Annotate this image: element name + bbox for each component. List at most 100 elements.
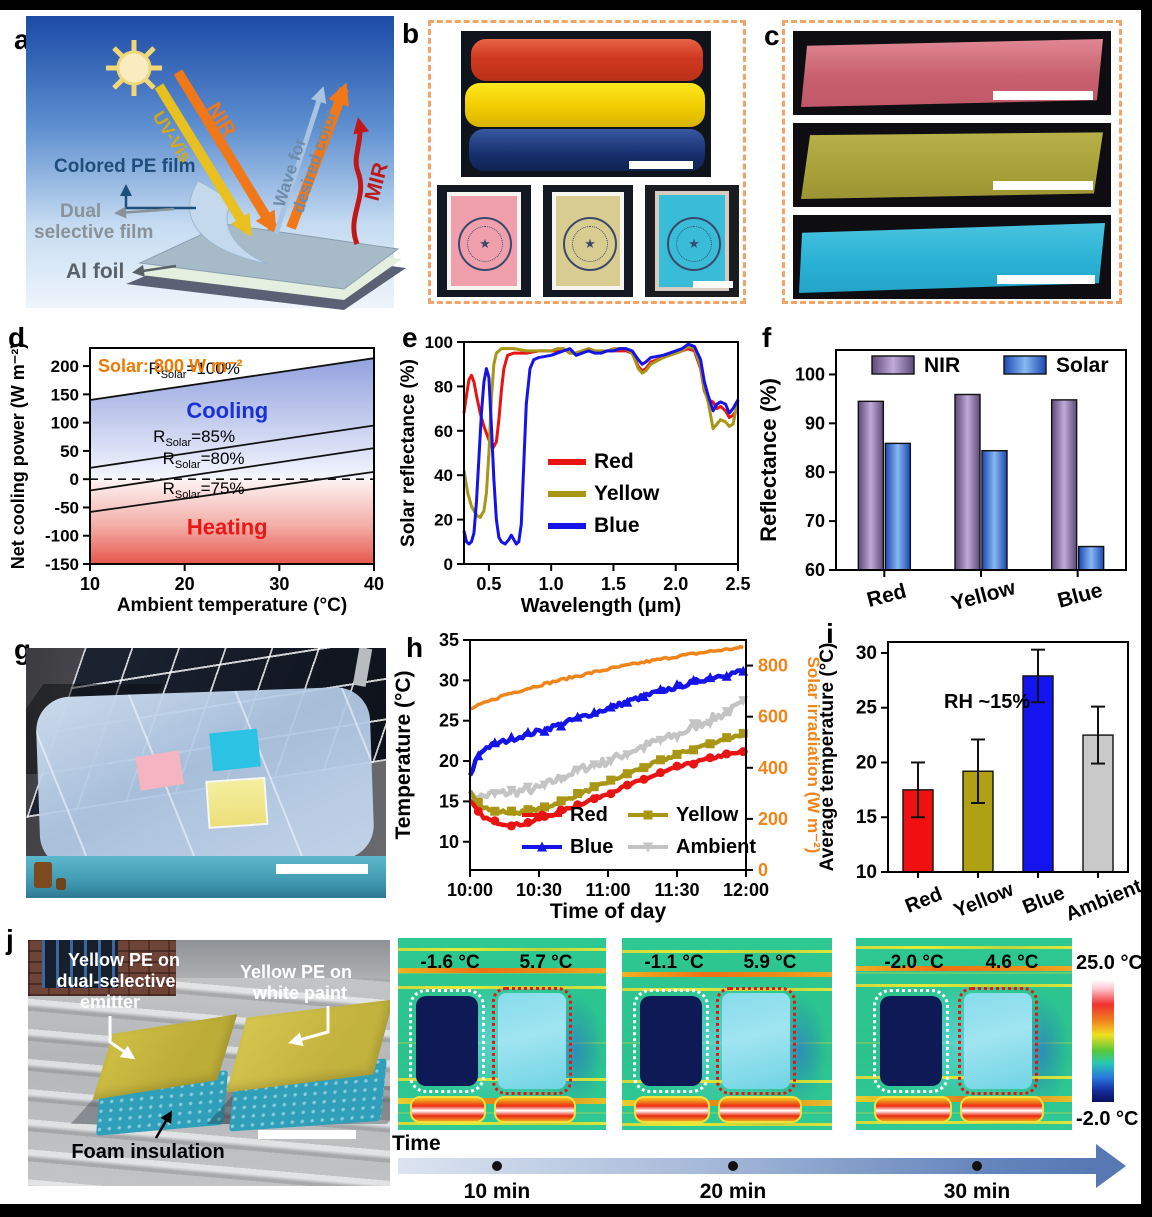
svg-text:0: 0 <box>444 555 453 574</box>
foam-insulation-arrow <box>154 1110 173 1139</box>
svg-text:30: 30 <box>269 574 289 594</box>
sun-icon <box>106 40 162 96</box>
schematic-panel: UV-Vis NIR Wave for desired color MIR Co… <box>26 16 406 310</box>
svg-text:80: 80 <box>805 462 825 482</box>
yellow-test-sample <box>205 776 269 829</box>
left-annotation-line1: Yellow PE on <box>68 950 180 970</box>
cyan-film-sheet: ★ <box>659 195 725 287</box>
svg-text:Red: Red <box>865 579 909 611</box>
chart-temperature-vs-time: 10 15 20 25 30 35 0 200 400 600 800 10:00 10:30 11:00… <box>392 614 823 923</box>
hot-foam-edge <box>874 1096 952 1123</box>
svg-text:20: 20 <box>856 752 877 773</box>
svg-text:Heating: Heating <box>187 515 268 540</box>
cold-temp-label: -1.6 °C <box>420 952 480 973</box>
warm-sample-region <box>716 987 796 1095</box>
right-annotation-line1: Yellow PE on <box>240 962 352 982</box>
timeline-dot <box>728 1161 738 1171</box>
chart-average-temperature-bars: Red Yellow Blue Ambient 10 15 20 25 30 RH ~15% Ave… <box>816 614 1152 926</box>
timeline-arrow <box>398 1158 1096 1174</box>
cold-sample-region <box>873 989 949 1093</box>
panel-label-j: j <box>6 924 14 955</box>
svg-text:Yellow: Yellow <box>594 482 660 505</box>
svg-text:Yellow: Yellow <box>949 576 1019 615</box>
svg-text:Red: Red <box>594 450 634 473</box>
university-seal: ★ <box>458 217 512 271</box>
mir-arrow <box>351 117 369 245</box>
thermal-image-30min: -2.0 °C 4.6 °C <box>856 938 1072 1130</box>
svg-text:Wavelength (μm): Wavelength (μm) <box>521 595 681 617</box>
svg-text:1.0: 1.0 <box>539 574 564 594</box>
panel-b-box: ★ ★ ★ <box>428 20 746 304</box>
svg-text:Solar reflectance (%): Solar reflectance (%) <box>398 359 419 547</box>
svg-text:RH ~15%: RH ~15% <box>944 691 1030 713</box>
al-foil-label: Al foil <box>66 260 124 283</box>
scale-bar <box>276 864 368 874</box>
svg-text:70: 70 <box>805 511 825 531</box>
svg-text:20: 20 <box>434 511 453 530</box>
panel-c-box <box>782 20 1122 304</box>
cold-sample-region <box>409 989 485 1093</box>
pink-test-sample <box>135 750 185 791</box>
hot-foam-edge <box>634 1096 710 1123</box>
svg-text:15: 15 <box>439 791 459 811</box>
svg-text:Reflectance (%): Reflectance (%) <box>756 378 781 542</box>
svg-text:Blue: Blue <box>1055 579 1105 613</box>
svg-text:50: 50 <box>60 442 79 461</box>
svg-text:2.5: 2.5 <box>725 574 750 594</box>
colorbar-min-label: -2.0 °C <box>1076 1108 1139 1130</box>
al-foil-arrow <box>132 264 177 277</box>
svg-text:2.0: 2.0 <box>663 574 688 594</box>
svg-text:30: 30 <box>439 670 459 690</box>
svg-text:30: 30 <box>856 643 877 664</box>
frame-right <box>1141 0 1152 1217</box>
svg-text:10: 10 <box>856 862 877 883</box>
sample-mat: ★ <box>552 192 624 290</box>
dual-selective-arrow <box>114 206 175 219</box>
dual-selective-label-line1: Dual <box>60 201 101 222</box>
svg-text:40: 40 <box>434 466 453 485</box>
timeline-dot <box>492 1161 502 1171</box>
uv-vis-beam <box>154 83 253 237</box>
svg-text:60: 60 <box>805 560 825 580</box>
panel-label-b: b <box>402 18 420 49</box>
plastic-cover <box>35 686 375 870</box>
svg-text:25: 25 <box>439 711 459 731</box>
timeline-tick-30min: 30 min <box>943 1180 1011 1203</box>
svg-text:11:00: 11:00 <box>585 880 630 900</box>
hot-foam-edge <box>718 1096 802 1123</box>
pink-sample-photo: ★ <box>437 185 531 297</box>
svg-text:Blue: Blue <box>594 514 640 537</box>
cyan-sample-photo: ★ <box>645 185 739 297</box>
timeline-tick-10min: 10 min <box>463 1180 531 1203</box>
frame-bottom <box>0 1204 1152 1217</box>
svg-text:10: 10 <box>439 832 459 852</box>
svg-text:-100: -100 <box>45 527 79 546</box>
warm-temp-label: 5.7 °C <box>519 952 573 973</box>
wall-band <box>176 940 390 978</box>
svg-text:600: 600 <box>758 707 788 727</box>
svg-text:Solar: 800 W m⁻²: Solar: 800 W m⁻² <box>98 356 243 376</box>
colored-pe-film-label: Colored PE film <box>54 156 195 177</box>
window <box>42 940 118 988</box>
svg-text:-50: -50 <box>54 498 79 517</box>
svg-text:Time of day: Time of day <box>550 900 667 923</box>
svg-text:Yellow: Yellow <box>676 804 739 826</box>
svg-text:Average temperature (°C): Average temperature (°C) <box>817 643 838 872</box>
svg-text:Net cooling power (W m⁻²): Net cooling power (W m⁻²) <box>8 343 28 570</box>
svg-text:800: 800 <box>758 656 788 676</box>
yellow-film-sheet: ★ <box>556 196 620 286</box>
thermal-image-10min: -1.6 °C 5.7 °C <box>398 938 606 1130</box>
svg-text:Solar: Solar <box>1056 354 1109 377</box>
foam-insulation-label: Foam insulation <box>71 1141 224 1163</box>
svg-text:200: 200 <box>51 357 79 376</box>
svg-text:25: 25 <box>856 698 878 719</box>
svg-text:0: 0 <box>70 470 79 489</box>
svg-text:40: 40 <box>364 574 384 594</box>
sample-mat: ★ <box>447 192 521 290</box>
chart-net-cooling-power: RSolar=100% RSolar=85% RSolar=80% RSolar=75… <box>8 318 400 616</box>
red-sheet-photo <box>793 31 1111 115</box>
panel-label-i: i <box>826 618 834 649</box>
svg-text:0: 0 <box>758 860 768 880</box>
svg-text:Ambient temperature (°C): Ambient temperature (°C) <box>117 595 347 616</box>
